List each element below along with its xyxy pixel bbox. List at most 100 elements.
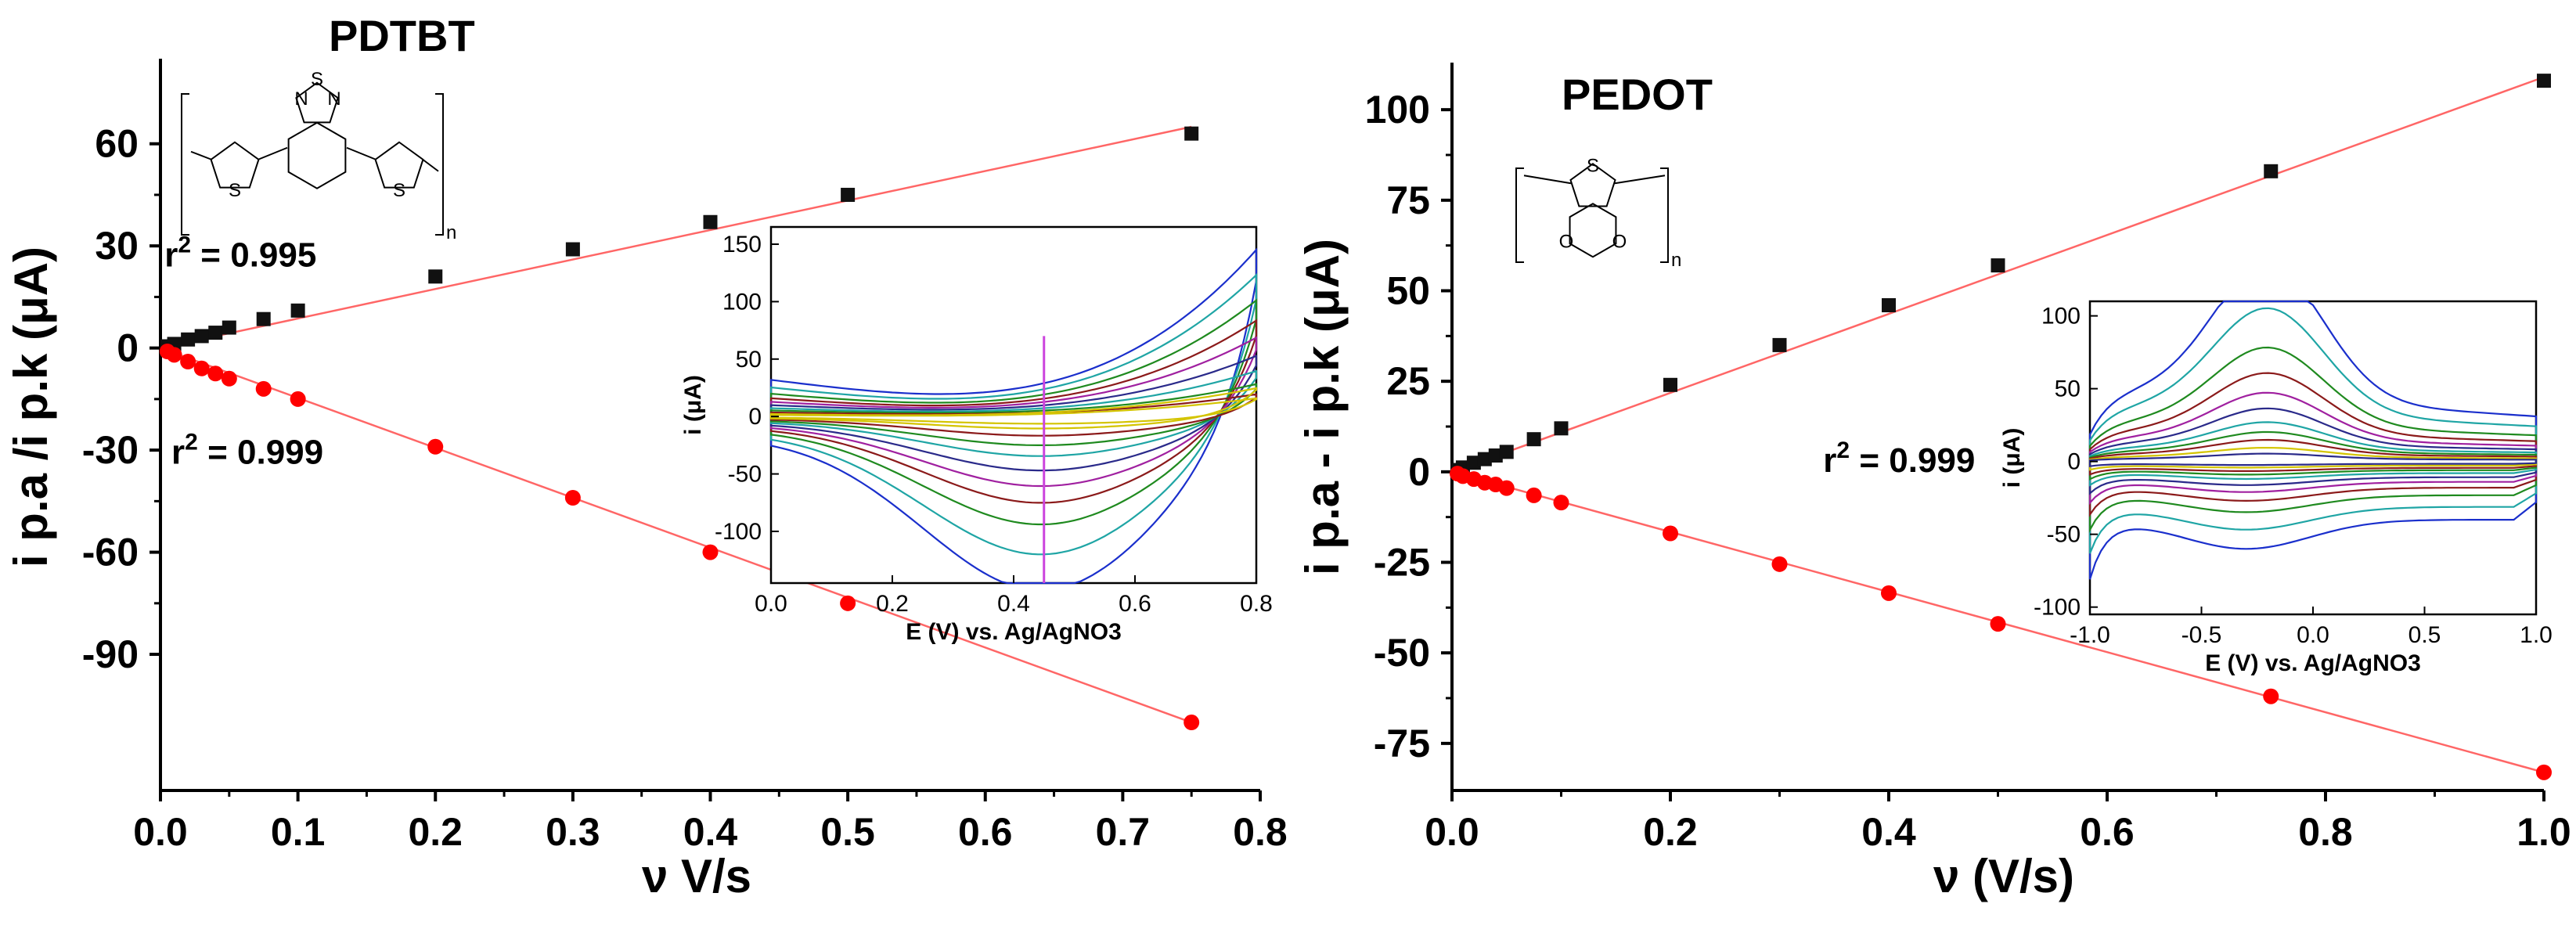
- bond: [258, 146, 288, 160]
- y-tick-label: 30: [95, 224, 139, 268]
- cv-curve: [2088, 300, 2538, 580]
- inset-x-tick-label: 0.2: [876, 591, 909, 617]
- data-point-square: [1466, 455, 1481, 470]
- cv-curve: [2088, 452, 2538, 467]
- data-point-circle: [702, 544, 719, 560]
- data-point-square: [841, 187, 856, 202]
- bracket-left: [1515, 167, 1524, 263]
- data-point-circle: [1990, 616, 2006, 632]
- thiadiazole-ring: [295, 81, 339, 124]
- data-point-circle: [840, 595, 856, 611]
- x-tick-label: 0.3: [546, 810, 600, 854]
- polymer-subscript: n: [1671, 250, 1681, 271]
- inset-y-tick-label: 150: [722, 232, 762, 257]
- y-tick-label: -25: [1374, 541, 1430, 585]
- data-point-circle: [221, 370, 237, 387]
- bond: [1523, 175, 1572, 185]
- data-point-circle: [180, 354, 196, 370]
- bond: [422, 158, 439, 172]
- data-point-square: [1991, 258, 2005, 273]
- data-point-circle: [1498, 480, 1515, 496]
- data-point-square: [1772, 337, 1787, 352]
- y-axis-title: i p.a - i p.k (μA): [1296, 239, 1349, 575]
- y-tick-label: 0: [1408, 450, 1430, 494]
- inset-x-title: E (V) vs. Ag/AgNO3: [2205, 650, 2421, 676]
- atom-label: S: [1587, 155, 1599, 176]
- data-point-square: [1526, 432, 1541, 447]
- cv-curve: [2088, 438, 2538, 476]
- cv-curve: [2088, 372, 2538, 517]
- data-point-circle: [1526, 487, 1542, 503]
- data-point-circle: [564, 490, 581, 506]
- r-squared-label: r2 = 0.999: [1823, 437, 1975, 480]
- atom-label: S: [229, 180, 241, 201]
- y-tick-label: 0: [117, 326, 139, 370]
- atom-label: S: [393, 180, 405, 201]
- x-tick-label: 0.7: [1096, 810, 1151, 854]
- data-point-square: [428, 269, 443, 284]
- x-tick-label: 1.0: [2517, 810, 2571, 854]
- y-tick-label: 60: [95, 122, 139, 166]
- x-tick-label: 0.2: [408, 810, 463, 854]
- data-point-square: [1663, 377, 1677, 392]
- data-point-square: [1554, 421, 1569, 436]
- bracket-right: [435, 93, 444, 236]
- data-point-circle: [193, 360, 210, 376]
- cv-curve: [769, 355, 1258, 472]
- x-tick-label: 0.2: [1643, 810, 1698, 854]
- r-squared-sup: 2: [1836, 437, 1850, 463]
- y-tick-label: -30: [82, 428, 139, 472]
- data-point-circle: [207, 365, 224, 382]
- r-squared-value: = 0.999: [198, 434, 323, 472]
- data-point-circle: [1771, 556, 1788, 572]
- bond: [190, 150, 212, 160]
- data-point-square: [256, 311, 271, 326]
- r-squared-value: = 0.999: [1850, 441, 1975, 480]
- data-point-circle: [290, 391, 306, 407]
- data-point-circle: [2536, 764, 2552, 780]
- y-tick-label: 100: [1365, 88, 1430, 131]
- benzene-ring: [287, 121, 347, 189]
- y-tick-label: -75: [1374, 722, 1430, 765]
- thiophene-ring-left: [210, 141, 260, 189]
- r-squared-r: r: [171, 434, 185, 472]
- fit-line: [160, 125, 1192, 349]
- inset-y-tick-label: -50: [728, 462, 762, 488]
- main-plot-0: 0.0 0.1 0.2 0.3 0.4 0.5 0.6 0.7 0.8 60 30 0 -30 -60 -9…: [5, 11, 1288, 902]
- cv-curve: [2088, 307, 2538, 554]
- chemical-structure-1: S O On: [1515, 155, 1681, 271]
- inset-x-tick-label: -0.5: [2181, 622, 2222, 648]
- inset-y-tick-label: -100: [715, 519, 762, 545]
- data-point-circle: [2263, 688, 2279, 704]
- cv-curve: [769, 397, 1258, 425]
- inset-y-tick-label: 0: [2067, 449, 2081, 475]
- r-squared-sup: 2: [178, 232, 191, 257]
- inset-x-tick-label: 0.5: [2408, 622, 2441, 648]
- inset-y-tick-label: -50: [2047, 522, 2081, 548]
- cv-curve: [769, 298, 1258, 526]
- x-tick-label: 0.6: [2080, 810, 2135, 854]
- fit-line: [1451, 76, 2545, 474]
- inset-x-title: E (V) vs. Ag/AgNO3: [906, 619, 1122, 645]
- r-squared-r: r: [164, 236, 178, 274]
- fit-line: [160, 347, 1192, 724]
- y-tick-label: -90: [82, 632, 139, 676]
- cv-curve: [2088, 430, 2538, 481]
- inset-y-tick-label: 100: [2041, 304, 2081, 329]
- cv-curve: [2088, 421, 2538, 487]
- data-point-square: [222, 320, 236, 335]
- thiophene-ring-right: [374, 141, 424, 189]
- data-point-square: [194, 329, 209, 344]
- data-point-square: [290, 303, 305, 318]
- data-point-square: [1184, 126, 1199, 141]
- data-point-square: [2264, 164, 2279, 178]
- inset-y-title: i (μA): [680, 375, 706, 435]
- polymer-subscript: n: [446, 222, 456, 243]
- atom-label: N: [294, 88, 308, 110]
- bracket-left: [181, 93, 189, 236]
- data-point-square: [1882, 298, 1896, 312]
- inset-y-tick-label: 50: [2055, 376, 2081, 402]
- inset-y-tick-label: 0: [748, 404, 762, 430]
